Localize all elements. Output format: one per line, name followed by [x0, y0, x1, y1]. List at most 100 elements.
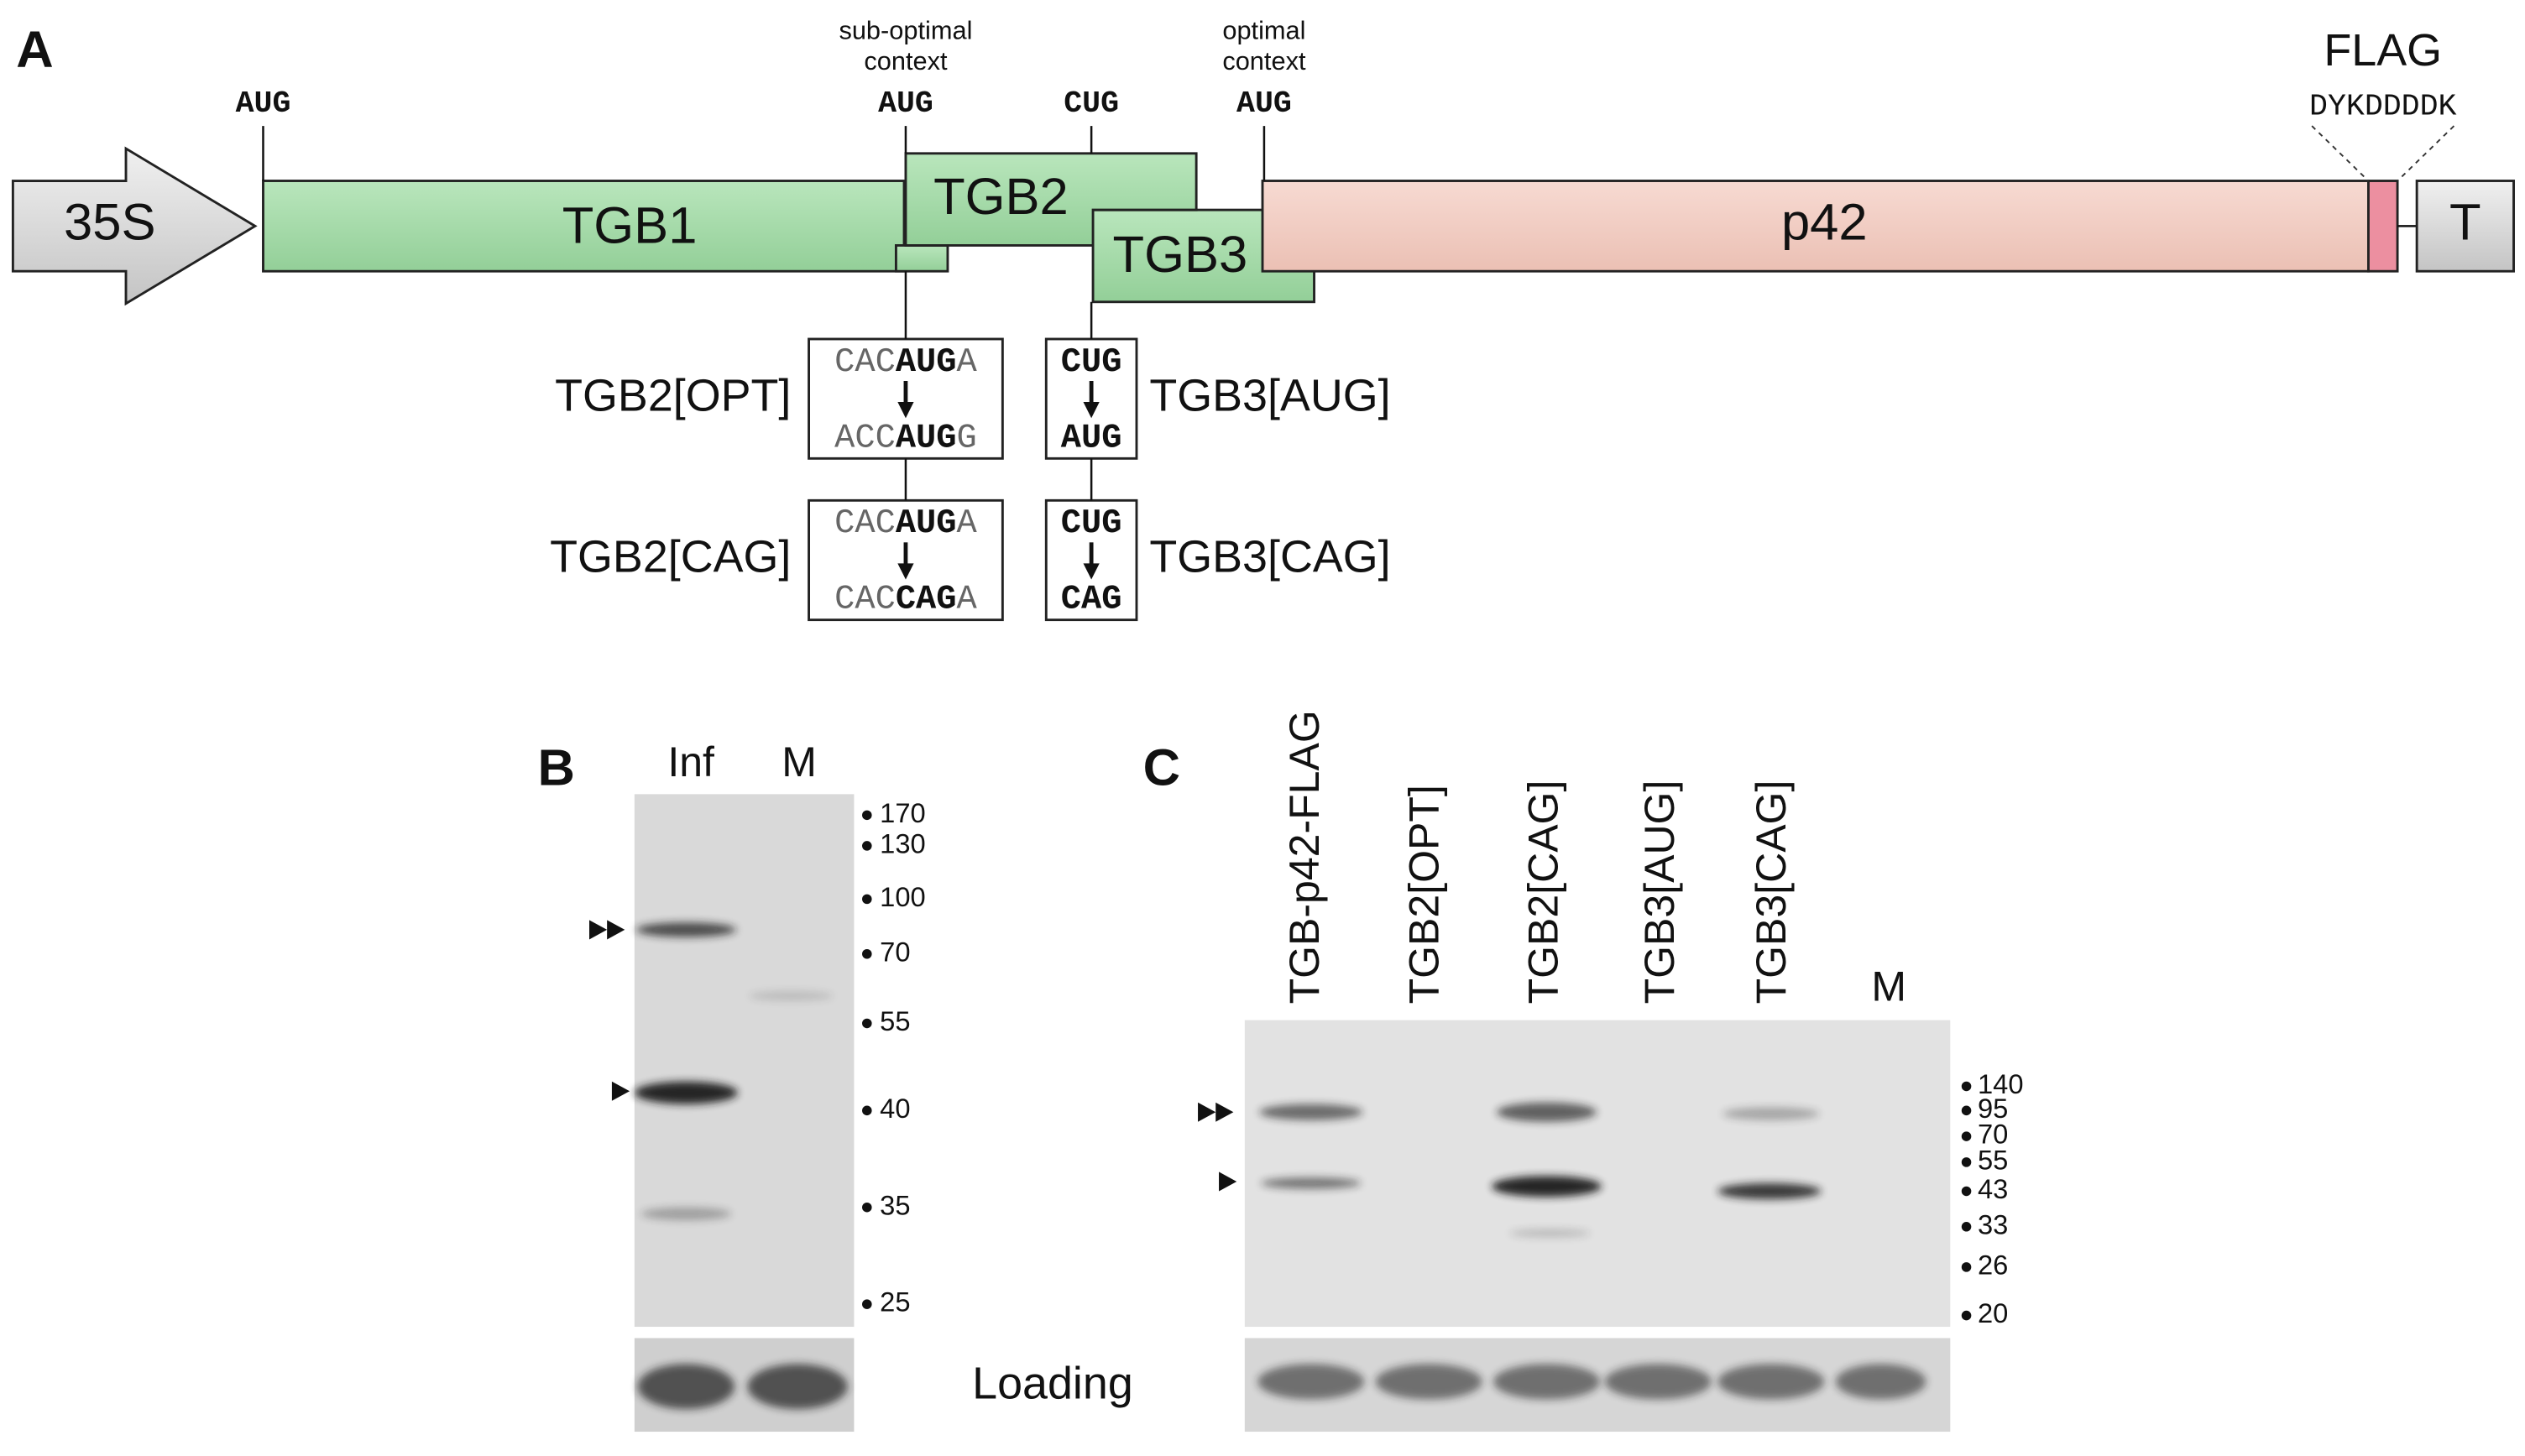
lane-label: TGB3[AUG]	[1636, 780, 1683, 1005]
sequence-part: CAG	[896, 580, 957, 618]
marker-dot	[862, 1018, 872, 1029]
sequence-part: G	[957, 419, 977, 457]
band	[640, 1207, 732, 1221]
mutant-label: TGB3[CAG]	[1149, 532, 1390, 582]
arrowhead	[1215, 1102, 1234, 1122]
marker-dot	[1961, 1105, 1972, 1116]
marker-label: 20	[1978, 1297, 2008, 1328]
sequence-part: AUG	[896, 419, 957, 457]
band	[1496, 1102, 1597, 1122]
context-label: context	[1222, 46, 1306, 76]
marker-dot	[1961, 1157, 1972, 1167]
loading-band	[747, 1364, 848, 1410]
mutation-arrowhead	[1083, 401, 1100, 419]
marker-dot	[862, 1202, 872, 1213]
marker-label: 95	[1978, 1093, 2008, 1124]
arrowhead	[588, 920, 608, 940]
marker-dot	[1961, 1262, 1972, 1272]
loading-band	[1717, 1364, 1825, 1400]
codon-label: AUG	[1236, 86, 1292, 121]
context-label: optimal	[1222, 16, 1305, 45]
sequence: CACAUGA	[834, 504, 977, 543]
promoter-label: 35S	[64, 194, 155, 252]
flag-box	[2367, 180, 2399, 273]
tgb1-box	[262, 180, 906, 273]
sequence-part: CAC	[834, 504, 896, 543]
marker-label: 55	[1978, 1145, 2008, 1176]
lane-label: TGB2[OPT]	[1400, 785, 1447, 1004]
tgb1-label: TGB1	[562, 196, 698, 254]
arrowhead	[1198, 1102, 1216, 1122]
lane-label: TGB-p42-FLAG	[1281, 710, 1328, 1004]
sequence: ACCAUGG	[834, 419, 977, 457]
sequence-part: CAC	[834, 343, 896, 382]
gel	[634, 794, 855, 1328]
loading-band	[1835, 1364, 1926, 1400]
marker-dot	[862, 948, 872, 959]
panel-label: B	[537, 739, 574, 797]
sequence: CACAUGA	[834, 343, 977, 382]
lane-label: TGB2[CAG]	[1520, 780, 1567, 1005]
panel-label: A	[16, 21, 53, 79]
flag-dash	[2397, 125, 2455, 182]
sequence: CAG	[1061, 580, 1122, 618]
mutant-label: TGB2[CAG]	[550, 532, 791, 582]
marker-label: 170	[880, 797, 926, 828]
flag-sequence: DYKDDDDK	[2309, 90, 2456, 124]
codon-label: AUG	[878, 86, 933, 121]
sequence: CACCAGA	[834, 580, 977, 618]
mutation-arrowhead	[1083, 563, 1100, 580]
arrowhead	[1219, 1172, 1237, 1192]
loading-band	[1604, 1364, 1712, 1400]
marker-dot	[862, 1299, 872, 1309]
arrowhead	[611, 1081, 630, 1101]
lane-label: M	[1871, 963, 1906, 1010]
band	[1261, 1177, 1362, 1189]
marker-label: 55	[880, 1005, 910, 1036]
mutation-arrowhead	[897, 401, 914, 419]
marker-dot	[862, 1105, 872, 1116]
marker-label: 26	[1978, 1250, 2008, 1281]
band	[1717, 1182, 1822, 1200]
loading-band	[1257, 1364, 1365, 1400]
loading-label: Loading	[972, 1358, 1133, 1408]
marker-dot	[1961, 1222, 1972, 1232]
sequence-part: CUG	[1061, 504, 1122, 543]
sequence-part: A	[957, 343, 978, 382]
marker-label: 100	[880, 881, 926, 912]
panel-label: C	[1143, 739, 1180, 797]
marker-label: 35	[880, 1189, 910, 1220]
promoter-arrow	[11, 146, 258, 306]
marker-label: 70	[1978, 1119, 2008, 1150]
arrowhead	[607, 920, 625, 940]
sequence: CUG	[1061, 504, 1122, 543]
marker-dot	[862, 841, 872, 851]
marker-label: 43	[1978, 1173, 2008, 1204]
sequence-part: CUG	[1061, 343, 1122, 382]
terminator-label: T	[2449, 194, 2481, 252]
sequence-part: AUG	[896, 343, 957, 382]
marker-label: 25	[880, 1286, 910, 1318]
band	[1492, 1176, 1602, 1198]
lane-label: Inf	[667, 738, 714, 785]
context-label: context	[864, 46, 948, 76]
flag-dash	[2311, 125, 2370, 182]
tgb1-box-tail	[894, 243, 949, 273]
sequence: AUG	[1061, 419, 1122, 457]
mutation-box	[1044, 337, 1138, 460]
context-label: sub-optimal	[839, 16, 972, 45]
codon-label: AUG	[236, 86, 291, 121]
tgb2-box	[904, 152, 1198, 247]
loading-band	[1375, 1364, 1482, 1400]
marker-label: 33	[1978, 1208, 2008, 1239]
band	[1509, 1229, 1591, 1238]
sequence-part: AUG	[896, 504, 957, 543]
marker-dot	[1961, 1186, 1972, 1197]
marker-dot	[1961, 1081, 1972, 1092]
marker-label: 40	[880, 1093, 910, 1124]
sequence-part: A	[957, 504, 978, 543]
terminator-box	[2415, 180, 2515, 273]
